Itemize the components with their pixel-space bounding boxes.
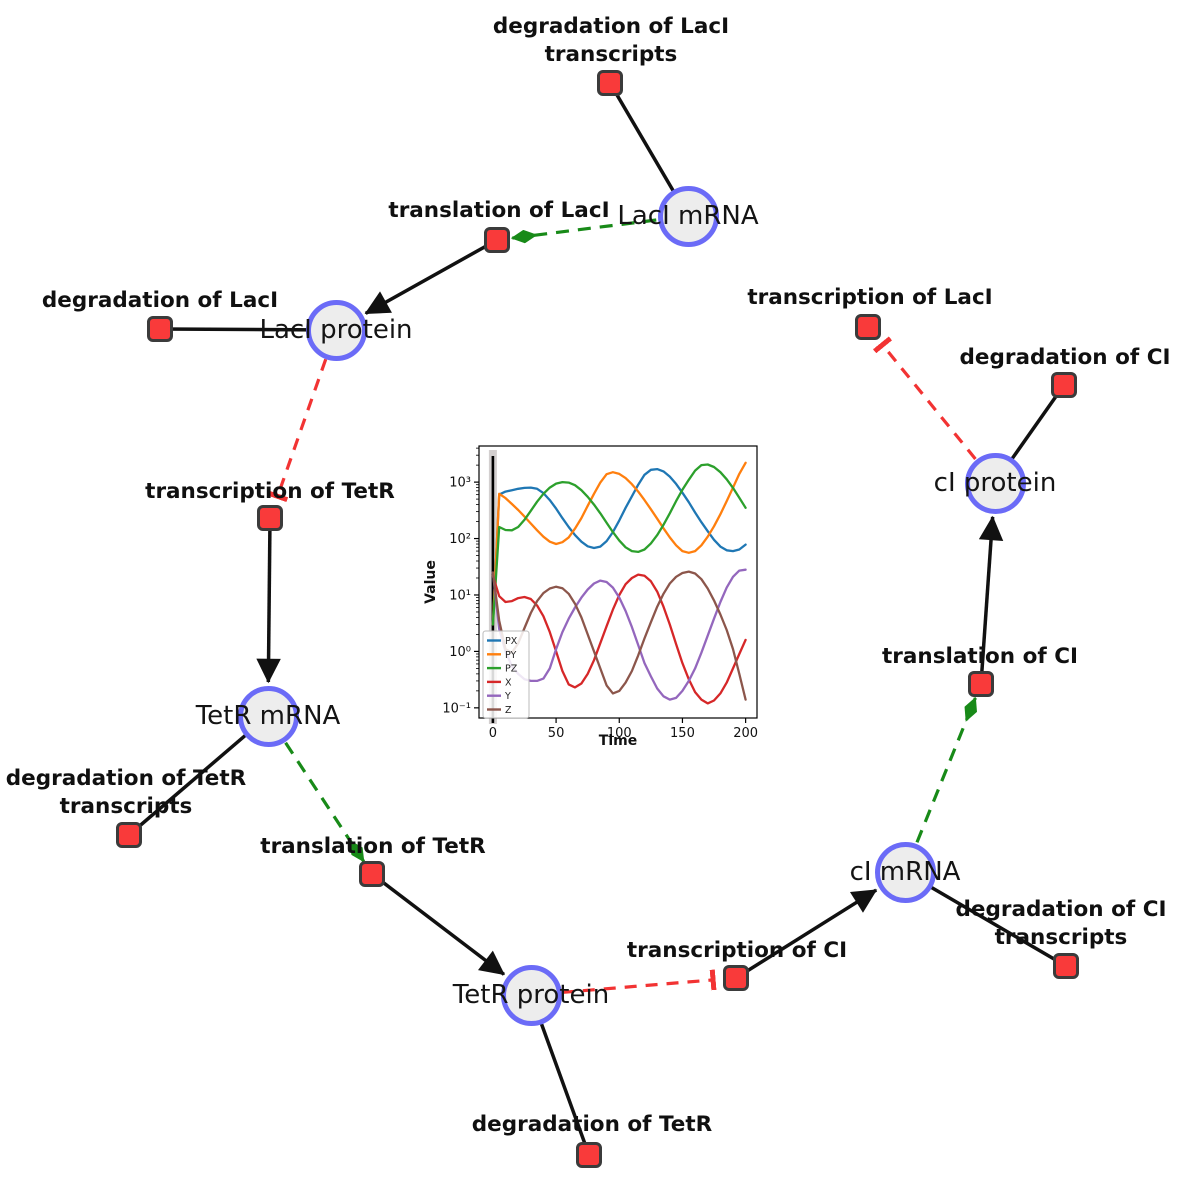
reaction-node-deg-laci[interactable] [147,316,173,342]
production-edge-transl-tetr-to-tetr-protein [370,872,506,976]
reaction-node-deg-ci-transcripts[interactable] [1053,953,1079,979]
legend-label-PY: PY [505,650,517,661]
series-line-PZ [491,463,747,626]
inhibition-edge-tetr-protein-to-tx-ci [561,969,717,995]
reaction-label-deg-laci-transcripts: degradation of LacI transcripts [493,13,729,69]
series-line-PX [491,467,747,626]
legend: PX PY PZ XYZ [482,630,530,719]
reaction-label-deg-laci: degradation of LacI [42,287,278,315]
species-node-laci-protein[interactable] [305,299,367,361]
species-label-ci-mrna: cI mRNA [849,857,961,887]
legend-label-Y: Y [504,691,511,702]
axes-box [478,445,758,719]
reaction-node-transl-tetr[interactable] [359,861,385,887]
reaction-label-deg-tetr: degradation of TetR [472,1111,712,1139]
series-line-Y [491,568,747,701]
species-node-tetr-protein[interactable] [500,964,562,1026]
production-edge-transl-laci-to-laci-protein [364,238,498,315]
species-label-tetr-mrna: TetR mRNA [195,701,341,731]
legend-label-Z: Z [505,705,512,716]
inhibition-edge-laci-protein-to-tx-tetr [267,358,328,503]
production-edge-tx-tetr-to-tetr-mrna [256,517,281,684]
activation-edge-laci-mrna-to-transl-laci [510,218,657,244]
reaction-label-deg-ci: degradation of CI [960,344,1171,372]
reaction-label-line: translation of CI [882,644,1078,669]
reaction-node-tx-ci[interactable] [723,965,749,991]
series-line-Z [491,570,747,701]
reaction-label-line: transcription of CI [626,938,848,963]
y-tick-label: 10² [449,532,471,547]
reaction-label-tx-laci: transcription of LacI [747,284,992,312]
reaction-label-line: translation of LacI [388,198,610,223]
activation-edge-tetr-mrna-to-transl-tetr [284,741,366,863]
reaction-label-line: degradation of CI [959,345,1171,370]
legend-label-PZ: PZ [505,664,518,675]
x-axis-label: Time [599,733,637,749]
reaction-label-line: transcripts [544,42,678,67]
reaction-label-line: degradation of TetR [471,1112,713,1137]
y-tick-label: 10⁰ [449,645,471,660]
inhibition-edge-ci-protein-to-tx-laci [872,336,977,460]
reaction-node-transl-ci[interactable] [968,671,994,697]
reaction-label-tx-ci: transcription of CI [627,937,847,965]
timeseries-plot: 0 50 100 150 20010³10²10¹10⁰10⁻¹TimeValuePXP… [423,445,758,749]
reaction-label-line: transcripts [59,794,193,819]
reaction-node-deg-tetr-transcripts[interactable] [116,822,142,848]
reaction-label-deg-tetr-transcripts: degradation of TetR transcripts [6,765,246,821]
reaction-node-deg-laci-transcripts[interactable] [597,70,623,96]
series-line-PY [491,461,747,626]
x-tick-label: 200 [733,726,758,741]
reaction-label-line: degradation of LacI [492,14,730,39]
y-tick-label: 10¹ [449,588,471,603]
activation-edge-ci-mrna-to-transl-ci [915,696,977,843]
legend-label-X: X [505,677,512,688]
reaction-label-line: degradation of TetR [5,766,247,791]
production-edge-tx-ci-to-ci-mrna [735,888,878,980]
reaction-label-deg-ci-transcripts: degradation of CI transcripts [956,896,1167,952]
x-tick-label: 150 [670,726,695,741]
reaction-label-line: translation of TetR [260,834,486,859]
species-node-ci-mrna[interactable] [874,841,936,903]
x-tick-label: 50 [548,726,565,741]
species-node-ci-protein[interactable] [964,452,1026,514]
reaction-label-line: transcription of TetR [145,479,395,504]
y-tick-label: 10⁻¹ [442,701,471,716]
species-label-tetr-protein: TetR protein [452,980,610,1010]
reaction-label-tx-tetr: transcription of TetR [145,478,395,506]
reaction-label-line: degradation of LacI [41,288,279,313]
legend-label-PX: PX [505,636,518,647]
reaction-label-transl-ci: translation of CI [882,643,1078,671]
reaction-label-line: transcripts [994,925,1128,950]
reaction-node-tx-tetr[interactable] [257,505,283,531]
reaction-node-transl-laci[interactable] [484,227,510,253]
x-tick-label: 100 [607,726,632,741]
reaction-node-deg-tetr[interactable] [576,1142,602,1168]
production-edge-transl-ci-to-ci-protein [978,515,1004,685]
reaction-label-transl-tetr: translation of TetR [260,833,485,861]
x-tick-label: 0 [489,726,497,741]
reaction-node-tx-laci[interactable] [855,314,881,340]
reaction-node-deg-ci[interactable] [1051,372,1077,398]
species-label-laci-protein: LacI protein [259,315,413,345]
species-node-laci-mrna[interactable] [657,185,719,247]
y-tick-label: 10³ [449,476,471,491]
reaction-label-transl-laci: translation of LacI [388,197,609,225]
reaction-label-line: transcription of LacI [747,285,993,310]
reaction-label-line: degradation of CI [955,897,1167,922]
y-axis-label: Value [423,560,439,604]
species-label-laci-mrna: LacI mRNA [617,201,759,231]
species-node-tetr-mrna[interactable] [237,685,299,747]
species-label-ci-protein: cI protein [933,468,1057,498]
